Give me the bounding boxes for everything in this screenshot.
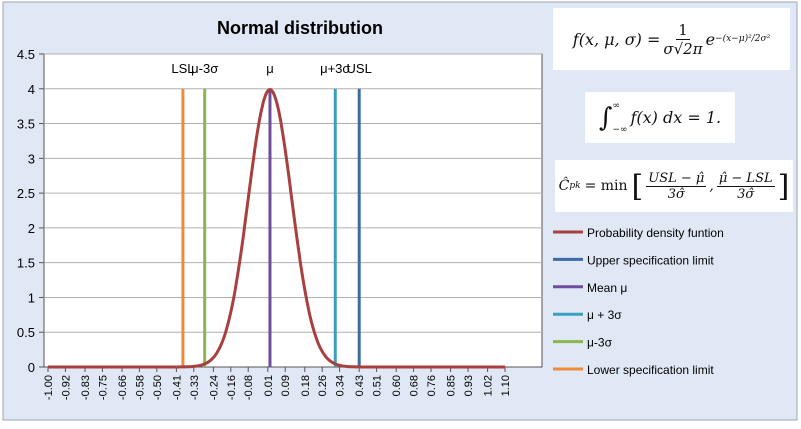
y-tick-label: 1.5: [17, 256, 35, 271]
y-tick-label: 0.5: [17, 325, 35, 340]
x-tick-label: 0.51: [372, 375, 384, 396]
x-tick-label: 0.26: [317, 375, 329, 396]
legend-label: Probability density funtion: [587, 226, 724, 240]
cpk-sub: pk: [569, 181, 581, 191]
integral-sign: ∫: [598, 102, 613, 133]
x-tick-label: -0.50: [152, 375, 164, 400]
x-tick-label: -0.75: [97, 375, 109, 400]
x-tick-label: -0.92: [60, 375, 72, 400]
y-tick-label: 4.5: [17, 47, 35, 62]
y-tick-label: 3.5: [17, 117, 35, 132]
vline-label: USL: [347, 61, 372, 76]
y-tick-label: 3: [28, 151, 35, 166]
vline-label: μ: [266, 61, 274, 76]
x-tick-label: 0.60: [391, 375, 403, 396]
legend-label: μ-3σ: [587, 336, 613, 350]
cpk-min: = min: [584, 178, 628, 194]
pdf-curve: [48, 87, 505, 369]
x-tick-label: 0.34: [335, 375, 347, 396]
integral-upper: ∞: [612, 100, 620, 111]
x-tick-label: -0.58: [134, 375, 146, 400]
x-tick-label: -0.08: [243, 375, 255, 400]
x-tick-label: -0.41: [171, 375, 183, 400]
y-tick-label: 0: [28, 360, 35, 375]
cpk-num1: USL − μ̂: [646, 170, 707, 187]
pdf-formula: f(x, μ, σ) = 1 σ√2π e −(x−μ)²/2σ²: [553, 8, 790, 70]
x-tick-label: -0.33: [189, 375, 201, 400]
legend-label: Mean μ: [587, 281, 627, 295]
x-tick-label: 0.18: [300, 375, 312, 396]
cpk-den2: 3σ̂: [737, 186, 755, 202]
pdf-formula-lhs: f(x, μ, σ) =: [572, 29, 661, 49]
x-tick-label: -0.83: [80, 375, 92, 400]
cpk-num2: μ̂ − LSL: [716, 170, 775, 187]
x-tick-label: -0.16: [226, 375, 238, 400]
y-tick-label: 4: [28, 82, 35, 97]
x-tick-label: 0.43: [354, 375, 366, 396]
y-tick-label: 2.5: [17, 186, 35, 201]
pdf-denominator: σ√2π: [663, 39, 703, 58]
integral-body: f(x) dx = 1.: [630, 108, 722, 127]
pdf-exponent: −(x−μ)²/2σ²: [715, 34, 771, 44]
pdf-exp: e: [705, 29, 716, 49]
pdf-numerator: 1: [676, 20, 690, 40]
x-tick-label: 1.10: [500, 375, 512, 396]
vline-label: LSL: [171, 61, 194, 76]
y-tick-label: 1: [28, 290, 35, 305]
legend-label: Lower specification limit: [587, 363, 714, 377]
x-tick-label: 0.85: [446, 375, 458, 396]
x-tick-label: -0.24: [208, 375, 220, 400]
x-tick-label: 0.68: [409, 375, 421, 396]
x-tick-label: 0.09: [280, 375, 292, 396]
x-tick-label: -0.66: [117, 375, 129, 400]
chart-title: Normal distribution: [217, 18, 383, 38]
integral-formula: ∫ ∞ −∞ f(x) dx = 1.: [585, 92, 735, 143]
vline-label: μ+3σ: [320, 61, 350, 76]
y-tick-label: 2: [28, 221, 35, 236]
x-tick-label: 0.76: [426, 375, 438, 396]
vline-label: μ-3σ: [191, 61, 218, 76]
pdf-fraction: 1 σ√2π: [663, 21, 702, 58]
x-tick-label: 1.02: [483, 375, 495, 396]
legend-label: μ + 3σ: [587, 308, 622, 322]
cpk-lhs: Ĉ: [558, 178, 570, 194]
cpk-den1: 3σ̂: [667, 186, 685, 202]
x-tick-label: 0.93: [463, 375, 475, 396]
integral-lower: −∞: [612, 124, 628, 135]
x-tick-label: -1.00: [43, 375, 55, 400]
legend-label: Upper specification limit: [587, 253, 714, 267]
x-tick-label: 0.01: [263, 375, 275, 396]
